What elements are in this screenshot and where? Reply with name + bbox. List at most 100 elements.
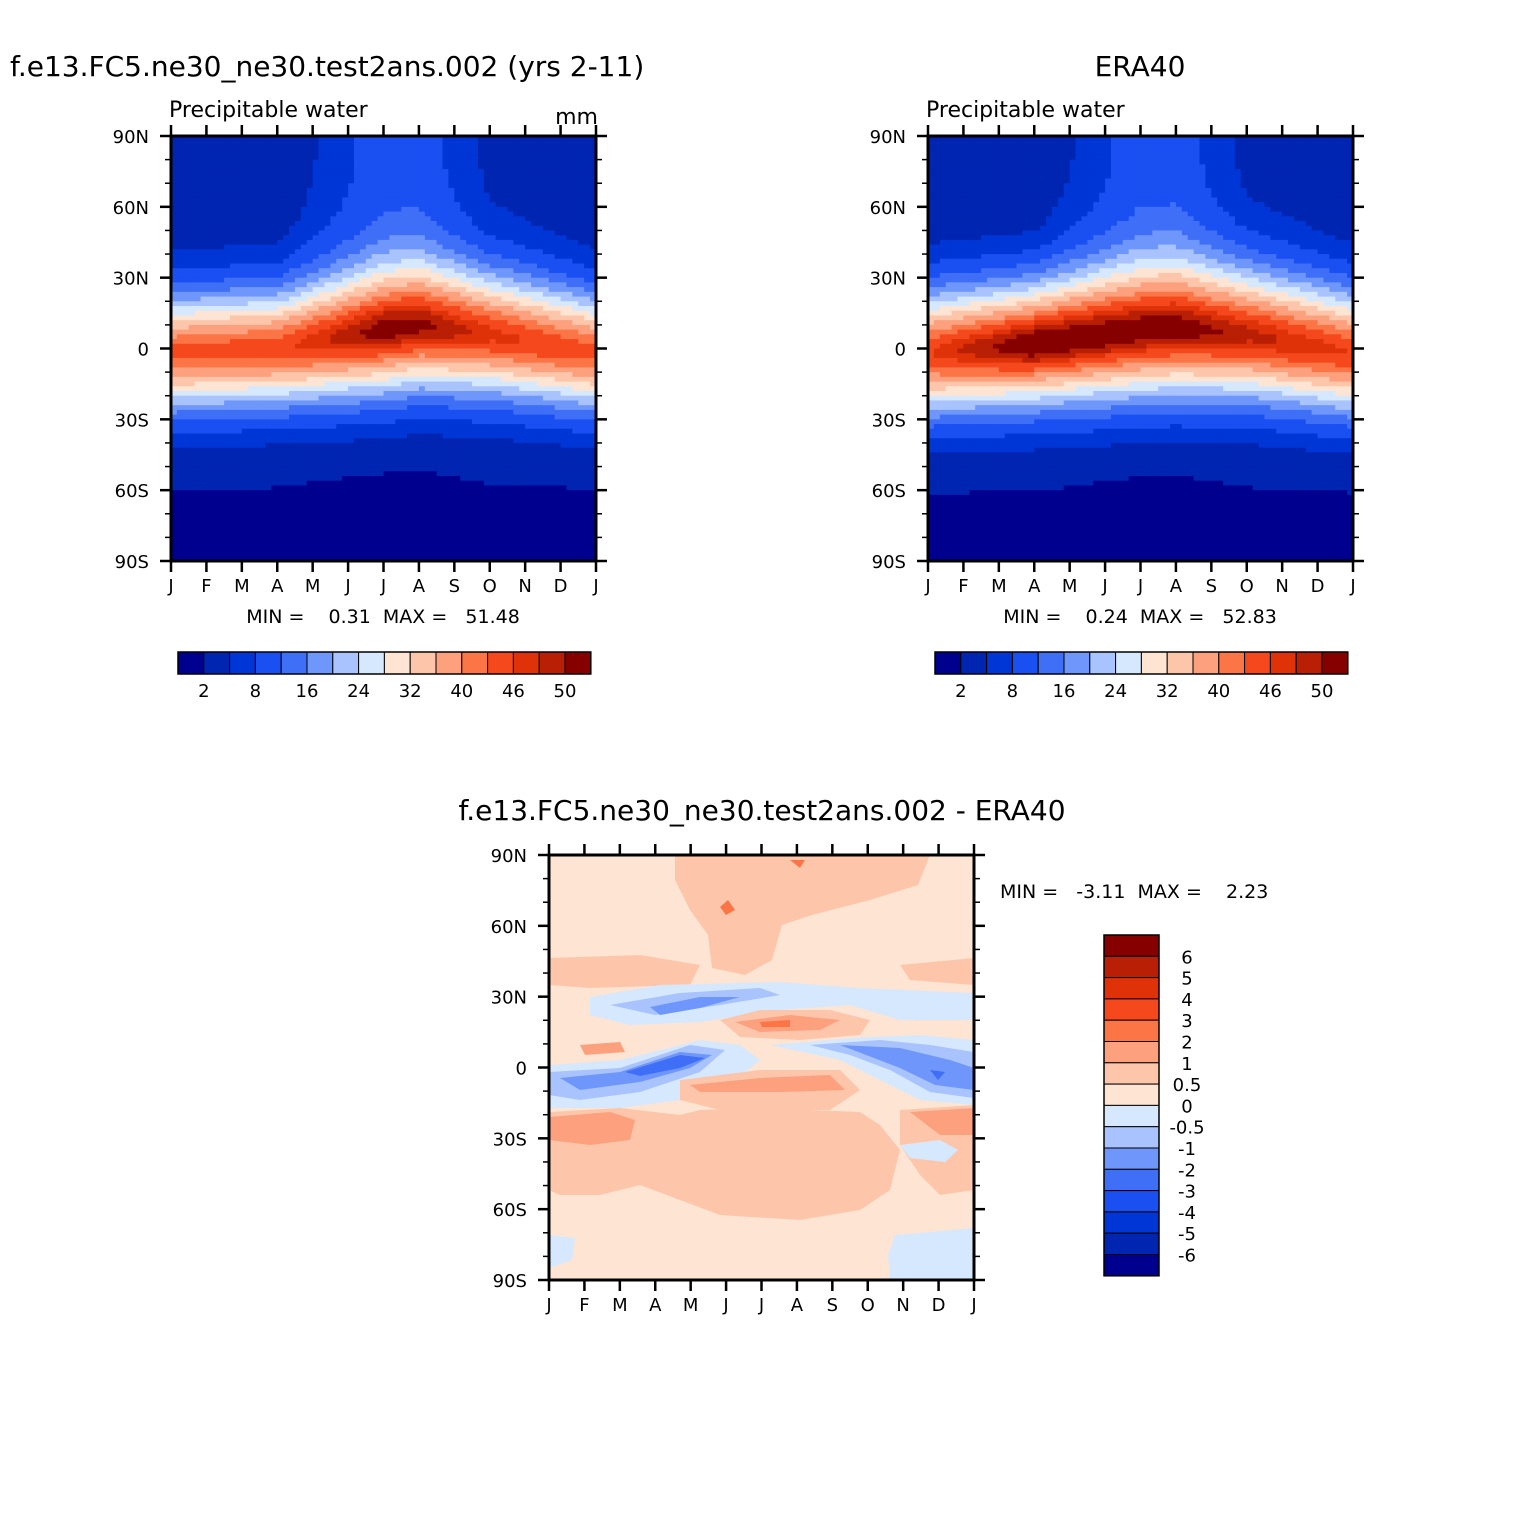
field-cell <box>206 428 213 435</box>
field-cell <box>489 551 497 557</box>
field-cell <box>224 532 231 538</box>
field-cell <box>454 216 461 222</box>
field-cell <box>289 353 296 359</box>
field-cell <box>395 391 402 397</box>
field-cell <box>283 211 290 217</box>
field-cell <box>306 159 314 165</box>
field-cell <box>365 537 373 543</box>
field-cell <box>218 353 225 359</box>
field-cell <box>206 296 213 302</box>
field-cell <box>218 169 225 175</box>
field-cell <box>235 362 243 368</box>
field-cell <box>413 480 420 487</box>
field-cell <box>454 376 461 383</box>
field-cell <box>371 476 379 482</box>
field-cell <box>212 301 219 307</box>
field-cell <box>318 211 326 217</box>
field-cell <box>241 546 249 553</box>
field-cell <box>306 225 314 232</box>
field-cell <box>472 178 479 184</box>
field-cell <box>188 324 196 331</box>
field-cell <box>206 324 213 331</box>
field-cell <box>182 527 190 534</box>
field-cell <box>348 206 355 213</box>
field-cell <box>218 334 225 340</box>
field-cell <box>353 140 361 147</box>
field-cell <box>371 329 379 335</box>
field-cell <box>365 551 373 557</box>
field-cell <box>194 334 202 340</box>
field-cell <box>401 306 408 312</box>
field-cell <box>277 457 284 463</box>
field-cell <box>424 391 432 397</box>
field-cell <box>194 504 202 510</box>
field-cell <box>389 211 396 217</box>
field-cell <box>395 376 402 383</box>
field-cell <box>247 414 255 420</box>
field-cell <box>477 272 485 279</box>
field-cell <box>389 150 396 156</box>
field-cell <box>271 381 278 387</box>
field-cell <box>294 287 302 293</box>
field-cell <box>424 556 432 561</box>
field-cell <box>371 287 379 293</box>
field-cell <box>389 192 396 198</box>
field-cell <box>418 518 426 524</box>
field-cell <box>271 159 278 165</box>
field-cell <box>277 197 284 203</box>
field-cell <box>389 249 396 255</box>
field-cell <box>200 173 208 180</box>
field-cell <box>182 221 190 227</box>
field-cell <box>206 282 213 288</box>
field-cell <box>466 206 473 213</box>
field-cell <box>489 542 497 548</box>
field-cell <box>377 362 385 368</box>
field-cell <box>348 197 355 203</box>
field-cell <box>336 348 343 354</box>
field-cell <box>206 409 213 416</box>
field-cell <box>477 235 485 241</box>
field-cell <box>324 320 331 326</box>
field-cell <box>353 211 361 217</box>
field-cell <box>353 551 361 557</box>
field-cell <box>448 395 455 402</box>
field-cell <box>336 315 343 321</box>
field-cell <box>241 249 249 255</box>
field-cell <box>176 367 184 373</box>
field-cell <box>466 504 473 510</box>
field-cell <box>171 183 178 189</box>
field-cell <box>466 202 473 208</box>
field-cell <box>460 391 467 397</box>
field-cell <box>424 348 432 354</box>
field-cell <box>300 546 308 553</box>
field-cell <box>365 513 373 520</box>
field-cell <box>271 400 278 406</box>
field-cell <box>259 272 267 279</box>
field-cell <box>477 381 485 387</box>
field-cell <box>224 476 231 482</box>
field-cell <box>212 447 219 453</box>
field-cell <box>442 282 450 288</box>
field-cell <box>353 372 361 378</box>
field-cell <box>442 272 450 279</box>
field-cell <box>200 400 208 406</box>
field-cell <box>182 362 190 368</box>
field-cell <box>377 310 385 317</box>
field-cell <box>448 239 455 246</box>
field-cell <box>448 556 455 561</box>
field-cell <box>212 268 219 274</box>
field-cell <box>436 395 444 402</box>
field-cell <box>235 268 243 274</box>
field-cell <box>283 348 290 354</box>
field-cell <box>454 367 461 373</box>
field-cell <box>460 362 467 368</box>
field-cell <box>418 211 426 217</box>
field-cell <box>472 362 479 368</box>
field-cell <box>401 301 408 307</box>
field-cell <box>483 405 491 411</box>
field-cell <box>454 433 461 439</box>
field-cell <box>235 169 243 175</box>
field-cell <box>389 296 396 302</box>
field-cell <box>224 433 231 439</box>
field-cell <box>413 192 420 198</box>
